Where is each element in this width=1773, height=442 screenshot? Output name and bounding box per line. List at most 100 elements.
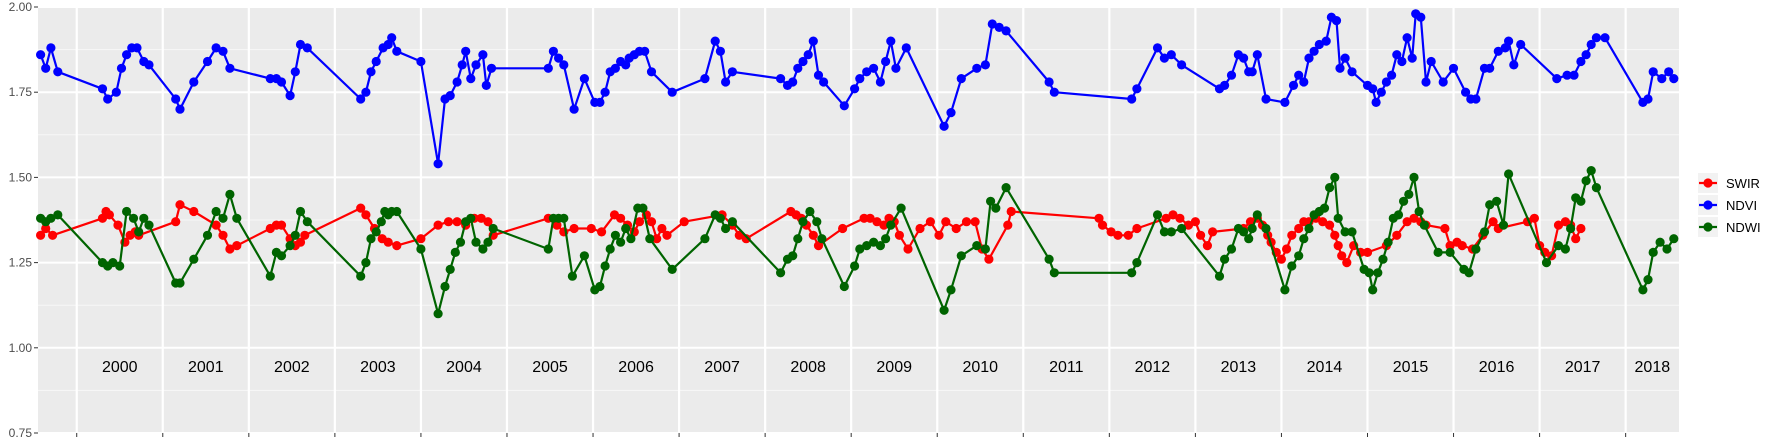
point-ndvi — [53, 67, 63, 77]
point-ndwi — [115, 261, 125, 271]
point-swir — [1325, 220, 1335, 230]
point-ndwi — [1576, 196, 1586, 206]
y-tick-label: 1.50 — [9, 170, 33, 184]
point-ndwi — [128, 213, 139, 223]
point-ndwi — [1399, 196, 1409, 206]
point-ndvi — [1461, 87, 1471, 97]
point-ndvi — [788, 77, 798, 87]
point-ndvi — [1657, 74, 1667, 84]
point-ndvi — [776, 74, 786, 84]
legend: SWIR NDVI NDWI — [1698, 173, 1761, 237]
point-ndwi — [1287, 261, 1297, 271]
point-ndvi — [361, 87, 371, 97]
y-tick-label: 1.25 — [9, 256, 33, 270]
point-swir — [813, 241, 824, 251]
point-ndvi — [1643, 94, 1653, 104]
point-ndvi — [1304, 53, 1314, 63]
point-ndwi — [579, 251, 590, 261]
point-ndvi — [1239, 53, 1249, 63]
series-ndvi — [36, 9, 1679, 169]
point-ndwi — [1409, 172, 1419, 182]
point-ndwi — [1261, 223, 1271, 234]
point-swir — [1571, 234, 1581, 244]
point-ndvi — [595, 97, 605, 107]
point-ndvi — [1299, 77, 1309, 87]
point-swir — [616, 213, 626, 223]
point-ndvi — [433, 159, 443, 169]
point-ndvi — [1421, 77, 1431, 87]
point-ndvi — [1516, 39, 1526, 50]
point-swir — [970, 217, 980, 227]
point-ndwi — [621, 223, 631, 234]
point-ndvi — [819, 77, 829, 87]
point-ndwi — [450, 247, 460, 257]
point-ndvi — [1049, 87, 1059, 97]
point-ndwi — [805, 206, 815, 217]
point-ndwi — [567, 271, 578, 281]
point-ndwi — [1127, 268, 1137, 278]
y-tick-label: 1.00 — [9, 341, 33, 355]
year-label-2000: 2000 — [102, 359, 138, 376]
point-ndwi — [700, 234, 710, 244]
point-ndvi — [1485, 63, 1495, 73]
point-ndvi — [290, 67, 300, 77]
point-ndwi — [1378, 254, 1388, 264]
point-ndwi — [986, 196, 996, 206]
point-ndvi — [466, 74, 476, 84]
point-ndwi — [1340, 227, 1350, 237]
series-ndwi — [36, 166, 1679, 319]
point-ndvi — [621, 60, 631, 70]
point-ndvi — [383, 39, 393, 50]
point-swir — [1113, 230, 1123, 240]
point-ndwi — [1159, 227, 1169, 237]
point-ndvi — [839, 101, 849, 111]
point-ndvi — [1664, 67, 1674, 77]
point-ndwi — [850, 261, 860, 271]
point-ndwi — [1239, 227, 1249, 237]
point-ndwi — [616, 237, 626, 247]
point-ndvi — [1562, 70, 1572, 80]
point-ndwi — [1049, 268, 1059, 278]
point-ndwi — [881, 234, 891, 244]
point-ndvi — [646, 67, 657, 77]
point-ndwi — [595, 281, 605, 292]
point-ndwi — [1471, 244, 1481, 254]
point-ndwi — [896, 203, 906, 213]
point-ndvi — [1569, 70, 1579, 80]
point-ndwi — [371, 227, 381, 237]
point-ndvi — [875, 77, 886, 87]
point-ndwi — [956, 251, 966, 261]
series-layer — [36, 9, 1679, 319]
legend-point-swir — [1703, 178, 1713, 188]
point-ndvi — [569, 104, 579, 114]
year-label-2011: 2011 — [1049, 359, 1084, 376]
point-ndvi — [171, 94, 181, 104]
point-ndwi — [715, 213, 726, 223]
point-ndwi — [645, 234, 655, 244]
point-ndvi — [1509, 60, 1519, 70]
point-swir — [1409, 213, 1419, 223]
point-ndvi — [122, 50, 132, 60]
point-ndvi — [211, 43, 221, 53]
point-swir — [662, 230, 672, 240]
point-ndvi — [803, 50, 813, 60]
point-ndvi — [1177, 60, 1187, 70]
point-swir — [1123, 230, 1133, 240]
point-ndvi — [543, 63, 553, 73]
point-ndvi — [1152, 43, 1163, 53]
point-ndwi — [1368, 285, 1378, 295]
point-ndwi — [1383, 237, 1393, 247]
point-ndvi — [559, 60, 569, 70]
point-ndwi — [1643, 275, 1653, 285]
point-swir — [1202, 241, 1212, 251]
point-ndvi — [600, 87, 610, 97]
x-axis — [76, 433, 1627, 437]
point-ndvi — [700, 74, 710, 84]
year-label-2003: 2003 — [360, 359, 396, 376]
point-ndwi — [108, 258, 118, 268]
point-ndvi — [1321, 36, 1331, 46]
point-ndvi — [1331, 16, 1342, 26]
point-ndvi — [862, 67, 872, 77]
point-ndwi — [939, 305, 949, 315]
point-ndvi — [1226, 70, 1237, 80]
